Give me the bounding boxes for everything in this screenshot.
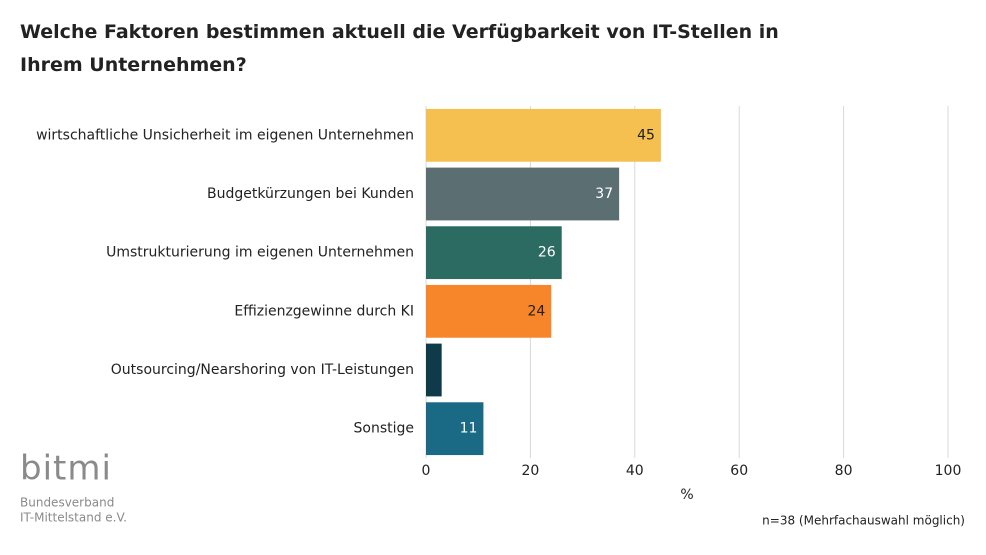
chart-title: Welche Faktoren bestimmen aktuell die Ve…	[20, 21, 779, 76]
value-label: 26	[538, 245, 556, 261]
bar	[426, 226, 562, 280]
value-label: 11	[460, 421, 478, 437]
value-label: 37	[595, 186, 613, 202]
x-axis-label: %	[680, 487, 693, 503]
y-tick-label: Budgetkürzungen bei Kunden	[207, 186, 414, 202]
x-tick-label: 60	[730, 463, 748, 479]
value-label: 45	[637, 127, 655, 143]
logo-line: Bundesverband	[20, 496, 114, 510]
bar	[426, 343, 442, 397]
bar	[426, 402, 484, 456]
x-tick-label: 20	[521, 463, 539, 479]
bar	[426, 167, 620, 221]
y-tick-label: Umstrukturierung im eigenen Unternehmen	[106, 245, 414, 261]
x-tick-label: 100	[935, 463, 962, 479]
bar	[426, 284, 552, 338]
x-tick-label: 0	[422, 463, 431, 479]
value-label: 24	[527, 303, 545, 319]
note: n=38 (Mehrfachauswahl möglich)	[762, 514, 965, 528]
x-tick-label: 80	[835, 463, 853, 479]
y-tick-label: wirtschaftliche Unsicherheit im eigenen …	[36, 127, 414, 143]
x-tick-label: 40	[626, 463, 644, 479]
bar	[426, 108, 661, 162]
y-tick-label: Sonstige	[354, 421, 415, 437]
y-tick-label: Outsourcing/Nearshoring von IT-Leistunge…	[111, 362, 414, 378]
logo-line: IT-Mittelstand e.V.	[20, 511, 127, 525]
logo-name: bitmi	[20, 449, 112, 489]
y-tick-label: Effizienzgewinne durch KI	[234, 303, 414, 319]
